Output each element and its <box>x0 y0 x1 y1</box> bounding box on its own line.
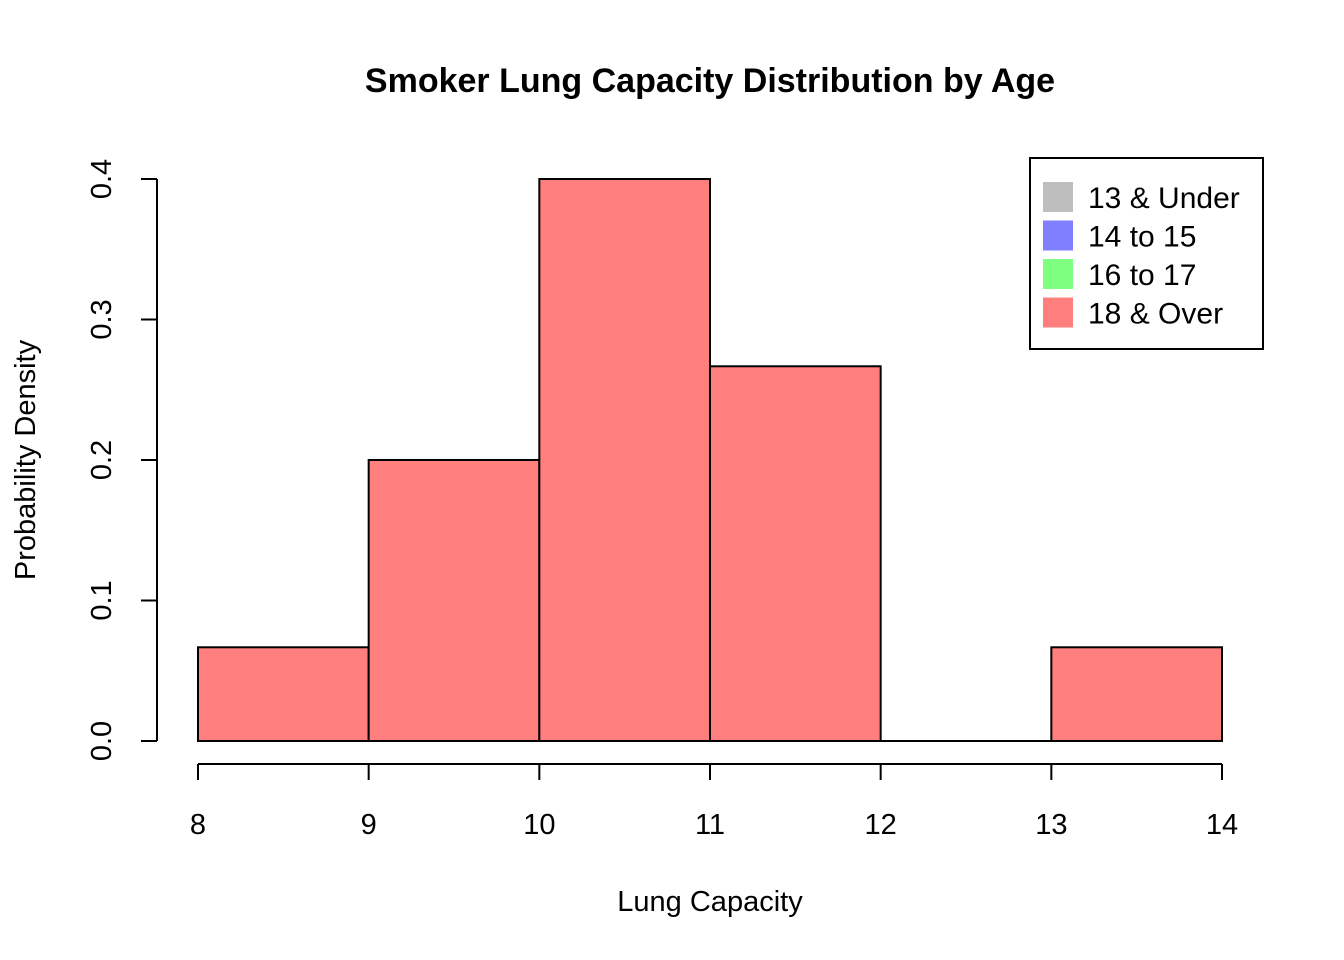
histogram-bar <box>367 459 541 742</box>
y-tick-label: 0.3 <box>86 299 118 339</box>
bars-group <box>197 178 1224 742</box>
y-axis: 0.0 0.1 0.2 0.3 0.4 <box>86 159 158 761</box>
x-tick-label: 8 <box>190 809 206 841</box>
legend-swatch <box>1043 297 1073 328</box>
y-tick-label: 0.0 <box>86 721 118 761</box>
legend-swatch <box>1043 182 1073 212</box>
x-tick-label: 10 <box>523 809 555 841</box>
x-tick-label: 9 <box>361 809 377 841</box>
legend-label: 18 & Over <box>1088 298 1223 331</box>
legend-swatch <box>1043 220 1073 251</box>
legend-swatch <box>1043 259 1073 289</box>
y-axis-label: Probability Density <box>10 339 42 580</box>
x-tick-label: 11 <box>695 809 725 841</box>
histogram-bar <box>709 365 882 742</box>
x-tick-label: 14 <box>1206 809 1238 841</box>
histogram-bar <box>1050 646 1224 742</box>
legend: 13 & Under 14 to 15 16 to 17 18 & Over <box>1029 157 1264 350</box>
legend-label: 16 to 17 <box>1088 259 1196 292</box>
x-axis-label: Lung Capacity <box>617 886 803 918</box>
y-tick-label: 0.2 <box>86 440 118 480</box>
y-tick-label: 0.4 <box>86 159 118 199</box>
histogram-bar <box>538 178 711 742</box>
x-tick-label: 12 <box>865 809 897 841</box>
x-tick-label: 13 <box>1035 809 1067 841</box>
y-tick-label: 0.1 <box>86 580 118 620</box>
legend-label: 14 to 15 <box>1088 221 1196 254</box>
legend-label: 13 & Under <box>1088 182 1240 215</box>
chart-title: Smoker Lung Capacity Distribution by Age <box>365 62 1055 100</box>
x-axis: 8 9 10 11 12 13 14 <box>190 763 1238 841</box>
histogram-bar <box>197 646 370 742</box>
